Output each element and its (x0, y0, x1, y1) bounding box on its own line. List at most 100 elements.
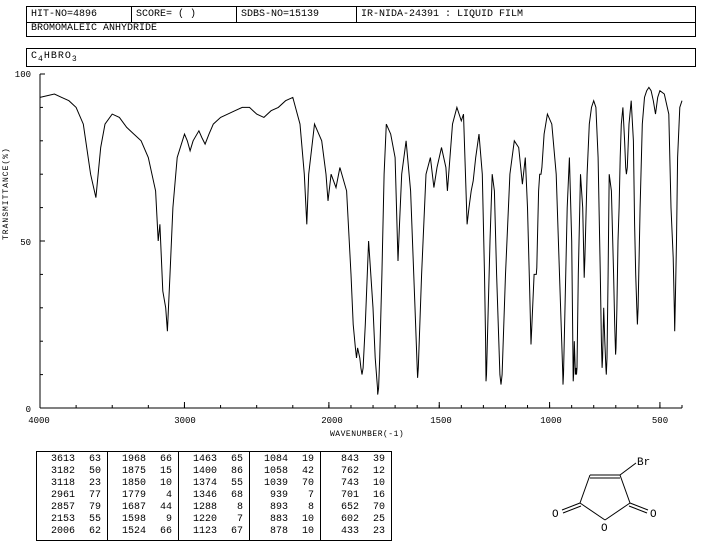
peak-wn: 1463 (185, 454, 217, 466)
peak-row: 137455 (185, 478, 243, 490)
peak-int: 62 (79, 526, 101, 538)
molecular-formula: C4HBRO3 (26, 48, 696, 67)
peak-wn: 2857 (43, 502, 75, 514)
peak-wn: 1374 (185, 478, 217, 490)
peak-int: 9 (150, 514, 172, 526)
peak-int: 66 (150, 454, 172, 466)
peak-int: 67 (221, 526, 243, 538)
formula-hbro: HBRO (44, 51, 72, 62)
peak-table-column: 3613 633182503118 23 2961 77 2857 79 2153 552006… (37, 452, 108, 540)
molecule-svg: Br O O O (540, 455, 670, 535)
peak-wn: 2961 (43, 490, 75, 502)
peak-int: 86 (221, 466, 243, 478)
peak-row: 70116 (327, 490, 385, 502)
peak-wn: 893 (256, 502, 288, 514)
xtick-1500: 1500 (426, 416, 456, 426)
peak-wn: 1524 (114, 526, 146, 538)
peak-row: 134668 (185, 490, 243, 502)
ytick-0: 0 (7, 405, 31, 415)
peak-int: 79 (79, 502, 101, 514)
peak-row: 318250 (43, 466, 101, 478)
x-axis-label: WAVENUMBER(-1) (330, 430, 404, 439)
peak-row: 200662 (43, 526, 101, 538)
peak-int: 70 (292, 478, 314, 490)
peak-row: 185010 (114, 478, 172, 490)
peak-wn: 3613 (43, 454, 75, 466)
peak-wn: 652 (327, 502, 359, 514)
sdbs-no-cell: SDBS-NO=15139 (237, 7, 357, 22)
peak-table-column: 1463 65 1400 86137455134668128881220 7 1123 67 (179, 452, 250, 540)
peak-wn: 1968 (114, 454, 146, 466)
peak-wn: 1288 (185, 502, 217, 514)
peak-row: 3118 23 (43, 478, 101, 490)
peak-row: 88310 (256, 514, 314, 526)
peak-row: 1220 7 (185, 514, 243, 526)
peak-table-column: 108419105842103970939789388831087810 (250, 452, 321, 540)
peak-row: 12888 (185, 502, 243, 514)
peak-table: 3613633182503118232961772857792153552006… (36, 451, 392, 541)
peak-row: 187515 (114, 466, 172, 478)
peak-row: 2961 77 (43, 490, 101, 502)
peak-wn: 2153 (43, 514, 75, 526)
peak-row: 76212 (327, 466, 385, 478)
peak-wn: 883 (256, 514, 288, 526)
peak-int: 39 (363, 454, 385, 466)
formula-c: C (31, 51, 38, 62)
peak-int: 15 (150, 466, 172, 478)
peak-row: 3613 63 (43, 454, 101, 466)
chart-svg (36, 70, 686, 412)
peak-wn: 1400 (185, 466, 217, 478)
peak-int: 42 (292, 466, 314, 478)
br-label: Br (637, 457, 650, 469)
peak-row: 74310 (327, 478, 385, 490)
xtick-1000: 1000 (536, 416, 566, 426)
peak-int: 10 (150, 478, 172, 490)
peak-int: 7 (292, 490, 314, 502)
peak-row: 1968 66 (114, 454, 172, 466)
peak-int: 55 (79, 514, 101, 526)
peak-wn: 1779 (114, 490, 146, 502)
peak-table-column: 1968661875151850101779416874415989152466 (108, 452, 179, 540)
peak-row: 1463 65 (185, 454, 243, 466)
peak-wn: 1687 (114, 502, 146, 514)
peak-row: 1779 4 (114, 490, 172, 502)
peak-wn: 939 (256, 490, 288, 502)
peak-row: 1400 86 (185, 466, 243, 478)
peak-wn: 1084 (256, 454, 288, 466)
peak-int: 77 (79, 490, 101, 502)
peak-wn: 602 (327, 514, 359, 526)
peak-int: 16 (363, 490, 385, 502)
peak-wn: 843 (327, 454, 359, 466)
formula-sub3: 3 (72, 55, 78, 64)
peak-wn: 762 (327, 466, 359, 478)
peak-wn: 878 (256, 526, 288, 538)
xtick-4000: 4000 (24, 416, 54, 426)
peak-row: 843 39 (327, 454, 385, 466)
peak-int: 65 (221, 454, 243, 466)
o2-label: O (650, 509, 657, 521)
peak-wn: 1220 (185, 514, 217, 526)
peak-table-column: 84339762127431070116652706022543323 (321, 452, 391, 540)
peak-int: 8 (292, 502, 314, 514)
ytick-100: 100 (7, 70, 31, 80)
xtick-2000: 2000 (317, 416, 347, 426)
peak-row: 43323 (327, 526, 385, 538)
score-cell: SCORE= ( ) (132, 7, 237, 22)
peak-wn: 3182 (43, 466, 75, 478)
peak-row: 60225 (327, 514, 385, 526)
o1-label: O (552, 509, 559, 521)
peak-int: 4 (150, 490, 172, 502)
peak-int: 68 (221, 490, 243, 502)
peak-int: 10 (363, 478, 385, 490)
hit-no-cell: HIT-NO=4896 (27, 7, 132, 22)
molecule-structure: Br O O O (540, 455, 670, 535)
peak-row: 2857 79 (43, 502, 101, 514)
peak-int: 23 (79, 478, 101, 490)
peak-row: 108419 (256, 454, 314, 466)
peak-int: 63 (79, 454, 101, 466)
peak-wn: 1123 (185, 526, 217, 538)
y-axis-label: TRANSMITTANCE(%) (2, 147, 11, 240)
peak-wn: 3118 (43, 478, 75, 490)
method-cell: IR-NIDA-24391 : LIQUID FILM (357, 7, 695, 22)
peak-int: 7 (221, 514, 243, 526)
